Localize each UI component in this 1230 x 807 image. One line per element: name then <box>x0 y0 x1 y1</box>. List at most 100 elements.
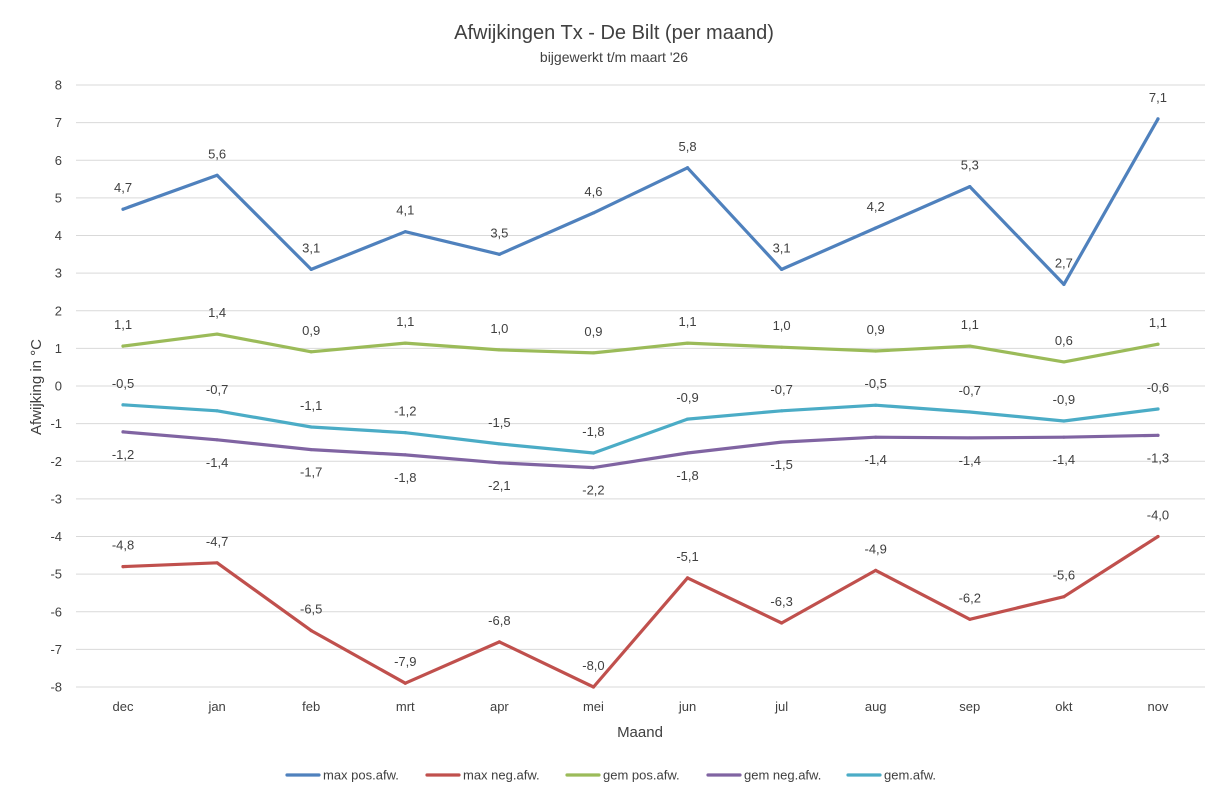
data-point <box>591 685 596 689</box>
data-label: 1,0 <box>490 321 508 336</box>
data-label: -0,7 <box>959 383 981 398</box>
data-point <box>685 417 690 421</box>
y-tick-label: -6 <box>50 604 62 619</box>
data-point <box>1156 407 1160 411</box>
data-label: -1,8 <box>582 424 604 439</box>
data-point <box>591 451 596 455</box>
data-label: -4,0 <box>1147 508 1169 523</box>
y-tick-label: 4 <box>55 228 62 243</box>
data-point <box>309 350 313 354</box>
series-line-1 <box>121 534 1160 689</box>
x-tick-label: okt <box>1055 699 1073 714</box>
data-label: -6,5 <box>300 602 322 617</box>
y-tick-label: -7 <box>50 642 62 657</box>
data-point <box>403 230 407 234</box>
data-label: 0,9 <box>584 324 602 339</box>
data-label: 1,1 <box>679 314 697 329</box>
data-point <box>215 332 219 336</box>
data-label: 1,1 <box>396 314 414 329</box>
y-tick-label: 6 <box>55 153 62 168</box>
data-label: 4,7 <box>114 180 132 195</box>
data-label: -1,8 <box>394 470 416 485</box>
data-point <box>497 252 501 256</box>
data-point <box>685 576 690 580</box>
x-tick-label: jun <box>678 699 696 714</box>
data-point <box>121 344 125 348</box>
data-label: -0,9 <box>676 390 698 405</box>
data-label: -5,6 <box>1053 568 1075 583</box>
data-label: 4,1 <box>396 203 414 218</box>
y-tick-label: 7 <box>55 115 62 130</box>
data-label: 7,1 <box>1149 90 1167 105</box>
data-point <box>497 442 501 446</box>
data-label: -1,4 <box>206 455 228 470</box>
data-point <box>968 184 972 189</box>
x-tick-label: mrt <box>396 699 415 714</box>
data-label: -6,2 <box>959 590 981 605</box>
data-point <box>121 403 125 407</box>
data-point <box>874 403 878 407</box>
chart-title: Afwijkingen Tx - De Bilt (per maand) <box>454 22 774 44</box>
data-label: -0,5 <box>112 376 134 391</box>
y-axis-label: Afwijking in °C <box>28 339 45 435</box>
data-point <box>215 561 219 565</box>
data-point <box>309 425 313 429</box>
data-label: 1,1 <box>961 317 979 332</box>
data-point <box>780 267 784 271</box>
data-point <box>403 341 407 345</box>
data-labels: 4,7 5,6 3,1 4,1 3,5 4,6 5,8 3,1 4,2 5,3 2,7 7,1 -4,8… <box>112 90 1169 673</box>
data-label: -1,1 <box>300 398 322 413</box>
x-tick-label: aug <box>865 699 887 714</box>
x-tick-label: mei <box>583 699 604 714</box>
data-point <box>780 621 784 625</box>
data-point <box>1156 117 1160 121</box>
x-tick-label: apr <box>490 699 509 714</box>
y-axis-ticks: -8 -7 -6 -5 -4 -3 -2 -1 0 1 2 3 4 5 6 7 8 <box>50 78 62 695</box>
data-point <box>215 409 219 413</box>
data-label: -4,7 <box>206 534 228 549</box>
data-point <box>968 617 972 621</box>
data-label: -2,2 <box>582 483 604 498</box>
y-tick-label: 2 <box>55 303 62 318</box>
gridlines <box>76 84 1205 688</box>
data-point <box>215 438 219 442</box>
data-label: 3,1 <box>773 240 791 255</box>
data-point <box>1062 435 1066 439</box>
x-tick-label: jan <box>207 699 225 714</box>
data-point <box>685 451 690 455</box>
x-axis-ticks: dec jan feb mrt apr mei jun jul aug sep okt nov <box>113 699 1169 714</box>
data-label: 5,6 <box>208 146 226 161</box>
data-label: -1,4 <box>959 453 981 468</box>
x-axis-label: Maand <box>617 724 663 741</box>
series-lines <box>121 117 1160 689</box>
data-label: -1,4 <box>865 452 887 467</box>
y-tick-label: 0 <box>55 379 62 394</box>
data-label: 4,6 <box>584 184 602 199</box>
data-point <box>121 565 125 569</box>
data-label: 1,1 <box>1149 315 1167 330</box>
y-tick-label: 8 <box>55 78 62 93</box>
data-point <box>1062 282 1066 287</box>
y-tick-label: -8 <box>50 680 62 695</box>
data-label: -2,1 <box>488 478 510 493</box>
data-point <box>309 267 313 271</box>
data-point <box>403 431 407 435</box>
data-label: 0,9 <box>867 322 885 337</box>
data-point <box>591 211 596 215</box>
data-point <box>1156 342 1160 346</box>
data-label: 3,1 <box>302 240 320 255</box>
chart-subtitle: bijgewerkt t/m maart '26 <box>540 49 688 65</box>
data-label: -0,7 <box>206 382 228 397</box>
data-point <box>1062 595 1066 599</box>
series-line-4 <box>121 403 1160 455</box>
y-tick-label: -1 <box>50 416 62 431</box>
data-label: -1,8 <box>676 468 698 483</box>
series-line-0 <box>121 117 1160 286</box>
data-point <box>1156 433 1160 437</box>
data-point <box>685 341 690 345</box>
data-label: -6,8 <box>488 613 510 628</box>
data-label: -1,5 <box>488 415 510 430</box>
data-label: 1,4 <box>208 305 226 320</box>
data-point <box>403 453 407 457</box>
